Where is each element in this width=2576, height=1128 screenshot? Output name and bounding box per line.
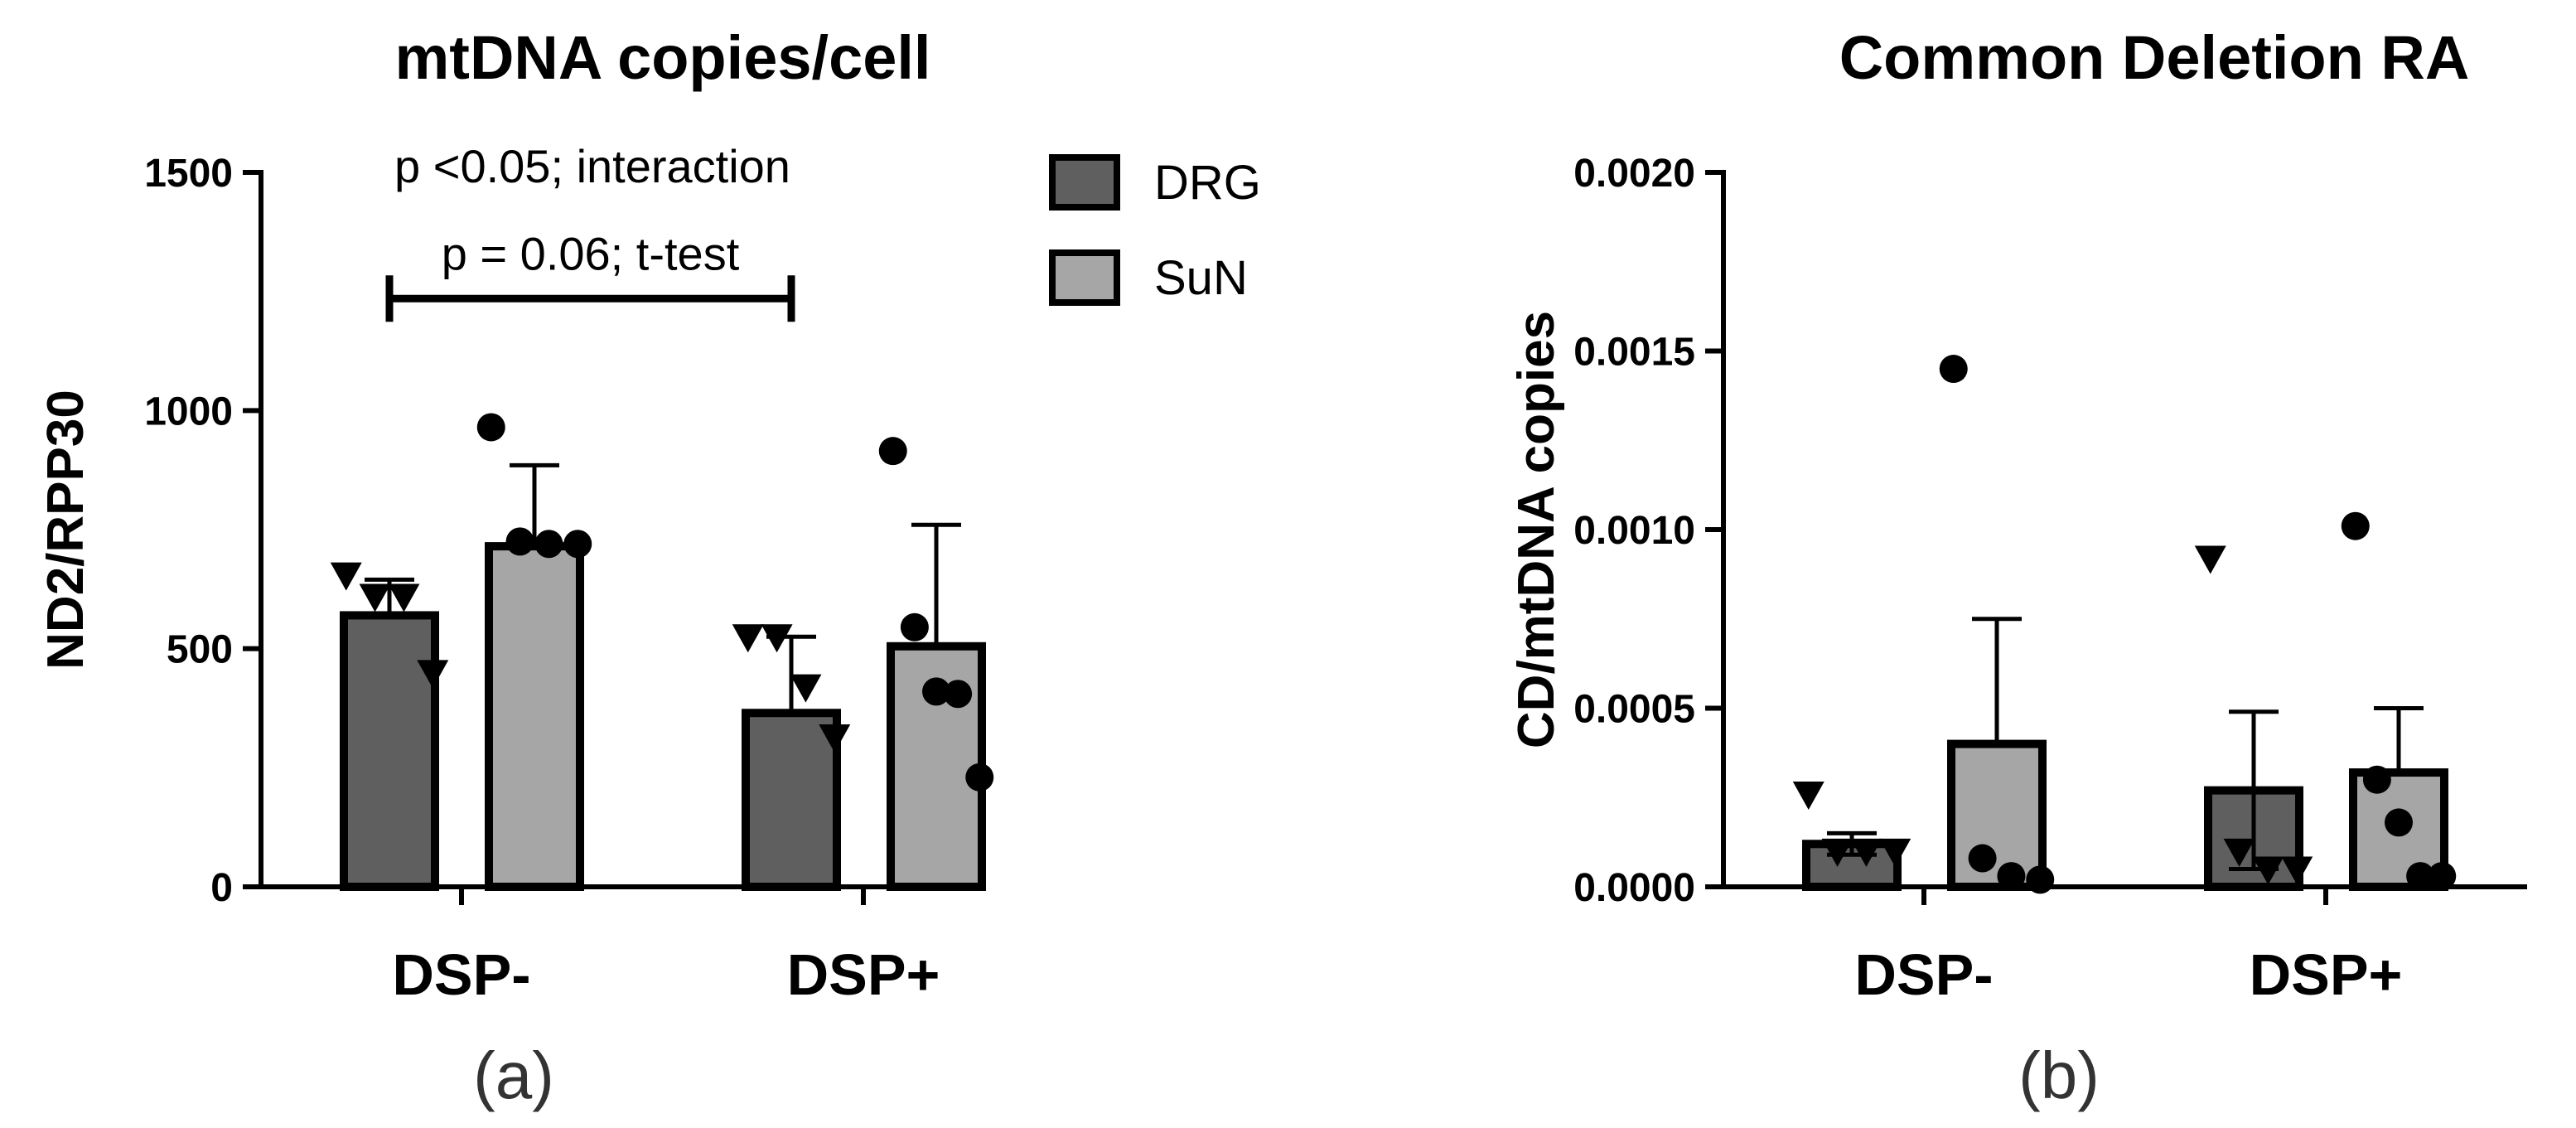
y-tick-label: 0.0000: [1573, 866, 1695, 910]
data-point-triangle: [1879, 838, 1911, 867]
bar-drg: [742, 709, 841, 891]
legend-label-drg: DRG: [1154, 156, 1261, 210]
chart-panel-b: Common Deletion RA CD/mtDNA copies 0.0000 0…: [1508, 23, 2527, 1112]
y-tick-label: 0.0010: [1573, 509, 1695, 553]
data-point-triangle: [732, 624, 764, 653]
data-point-circle: [2428, 862, 2457, 891]
annotation-interaction: p <0.05; interaction: [394, 140, 790, 192]
chart-panel-a: mtDNA copies/cell ND2/RPP30 0 500 1000 1500 DS…: [37, 23, 1261, 1112]
legend-swatch-drg: [1049, 154, 1120, 211]
data-point-triangle: [330, 562, 362, 591]
y-tick-label: 1500: [144, 152, 233, 196]
data-point-circle: [1939, 355, 1968, 384]
data-point-circle: [900, 612, 929, 641]
data-point-circle: [2341, 511, 2370, 540]
data-point-circle: [944, 680, 973, 709]
legend-label-sun: SuN: [1154, 251, 1248, 305]
data-point-circle: [1997, 862, 2026, 891]
chart-title: Common Deletion RA: [1839, 23, 2470, 92]
data-point-circle: [2406, 862, 2435, 891]
y-tick-label: 500: [167, 628, 233, 672]
data-point-circle: [2362, 765, 2391, 794]
data-point-triangle: [359, 583, 391, 612]
data-point-circle: [534, 530, 563, 559]
panel-label: (a): [473, 1038, 554, 1112]
data-point-triangle: [2223, 838, 2255, 867]
data-point-triangle: [417, 660, 449, 689]
data-point-circle: [2026, 865, 2055, 894]
y-tick-label: 0.0020: [1573, 152, 1695, 196]
y-tick-label: 0: [210, 866, 233, 910]
y-tick-label: 0.0005: [1573, 688, 1695, 732]
data-point-circle: [476, 413, 505, 442]
data-point-circle: [878, 437, 907, 466]
bar-sun: [1947, 739, 2047, 891]
data-point-circle: [922, 677, 950, 706]
data-point-circle: [2385, 808, 2413, 837]
data-point-circle: [1968, 844, 1997, 873]
data-point-circle: [505, 527, 534, 556]
data-point-triangle: [2252, 856, 2284, 885]
data-point-triangle: [819, 724, 851, 753]
data-point-circle: [965, 762, 994, 792]
data-point-triangle: [1821, 838, 1853, 867]
data-point-circle: [563, 530, 592, 559]
y-tick-label: 0.0015: [1573, 331, 1695, 375]
x-category-label: DSP+: [2250, 942, 2403, 1007]
data-point-triangle: [2281, 856, 2313, 885]
chart-title: mtDNA copies/cell: [395, 23, 931, 92]
data-point-triangle: [388, 583, 420, 612]
data-point-triangle: [1792, 781, 1824, 810]
x-category-label: DSP-: [392, 942, 530, 1007]
x-category-label: DSP-: [1854, 942, 1993, 1007]
bar-drg: [340, 611, 439, 891]
legend-swatch-sun: [1049, 249, 1120, 306]
panel-label: (b): [2018, 1038, 2100, 1112]
y-tick-label: 1000: [144, 390, 233, 433]
data-point-triangle: [761, 624, 793, 653]
y-axis-label: CD/mtDNA copies: [1508, 311, 1565, 748]
data-point-triangle: [790, 674, 822, 703]
x-category-label: DSP+: [787, 942, 940, 1007]
data-point-triangle: [1850, 838, 1882, 867]
y-axis-label: ND2/RPP30: [37, 390, 94, 670]
annotation-ttest: p = 0.06; t-test: [442, 227, 740, 279]
data-point-triangle: [2194, 545, 2226, 574]
bar-sun: [485, 542, 584, 891]
